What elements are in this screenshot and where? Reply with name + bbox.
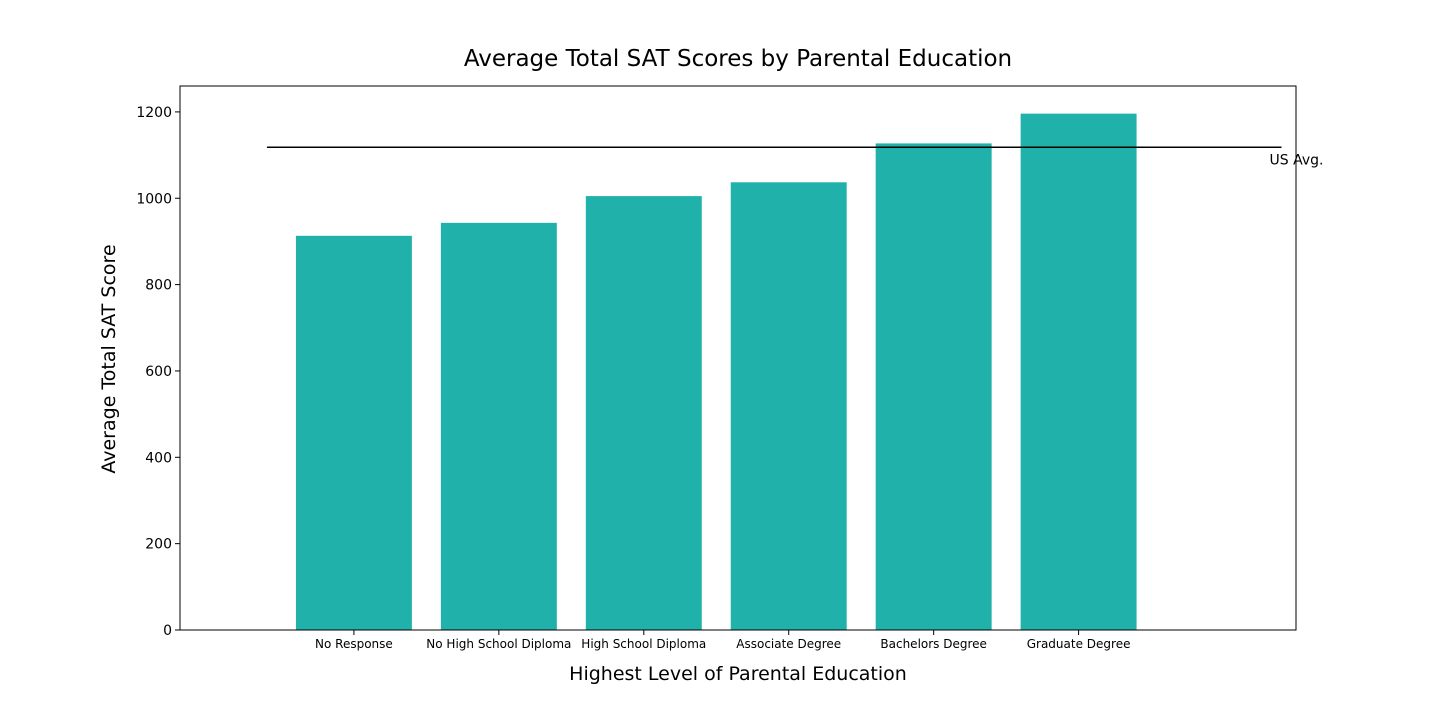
bar (730, 182, 847, 630)
y-tick-label: 400 (145, 450, 172, 466)
y-tick-label: 1200 (136, 105, 172, 121)
plot-area-frame (179, 85, 1297, 631)
x-tick-label: No Response (315, 637, 393, 651)
x-tick-label: High School Diploma (581, 637, 706, 651)
x-axis-label: Highest Level of Parental Education (569, 663, 907, 685)
y-axis: 0 200 400 600 800 1000 1200 (136, 105, 180, 639)
bar (440, 222, 557, 630)
y-tick-label: 200 (145, 537, 172, 553)
bar (585, 196, 702, 630)
x-axis: No Response No High School Diploma High Sc… (315, 630, 1130, 651)
x-tick-label: No High School Diploma (426, 637, 571, 651)
bar (295, 235, 412, 631)
y-tick-label: 600 (145, 364, 172, 380)
y-tick-label: 0 (163, 623, 172, 639)
bars (295, 113, 1137, 631)
x-tick-label: Graduate Degree (1027, 637, 1131, 651)
x-tick-label: Bachelors Degree (880, 637, 987, 651)
reference-line-group: US Avg. (266, 146, 1323, 168)
y-axis-label: Average Total SAT Score (98, 244, 120, 473)
y-tick-label: 1000 (136, 191, 172, 207)
y-tick-label: 800 (145, 278, 172, 294)
chart-title: Average Total SAT Scores by Parental Edu… (464, 46, 1012, 72)
x-tick-label: Associate Degree (736, 637, 841, 651)
bar (1020, 113, 1137, 631)
bar (875, 143, 992, 630)
